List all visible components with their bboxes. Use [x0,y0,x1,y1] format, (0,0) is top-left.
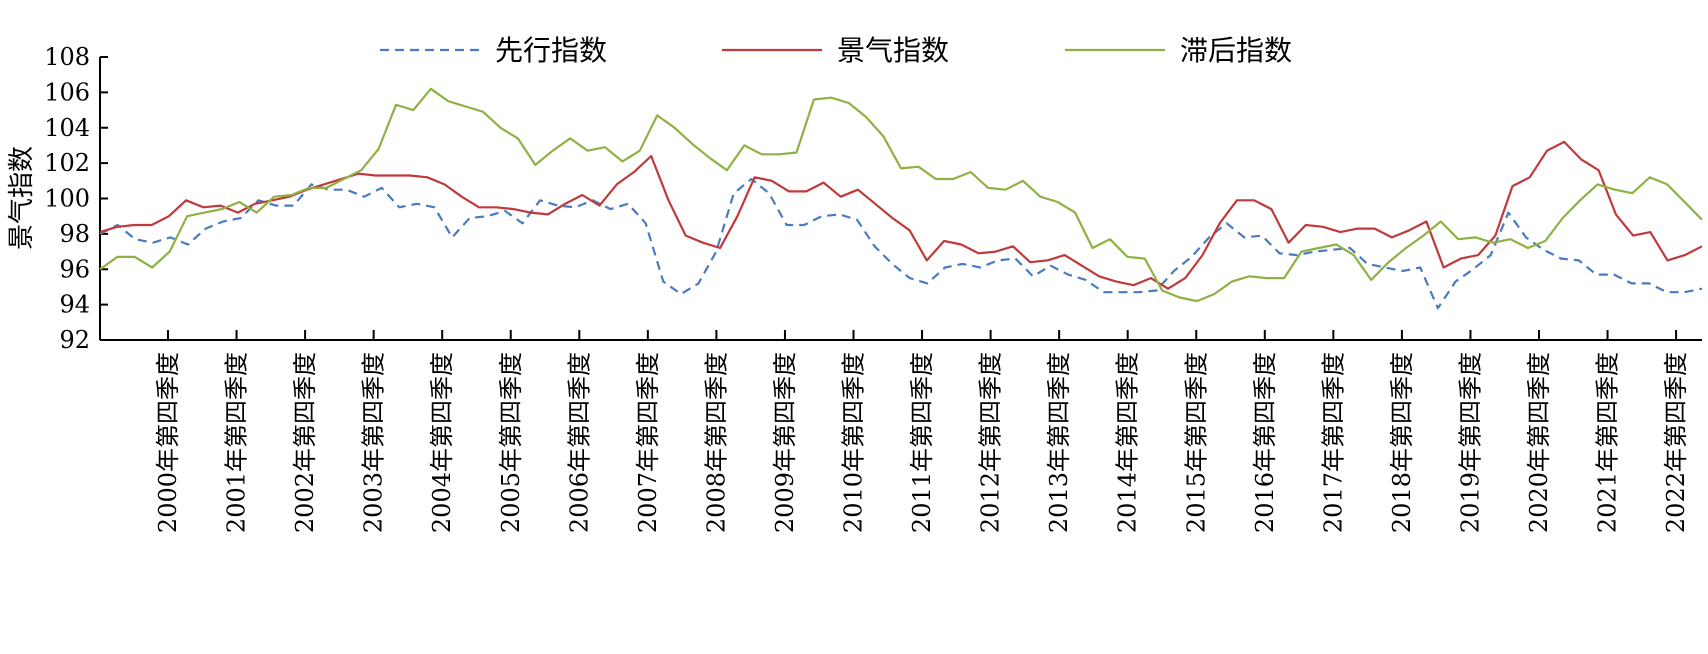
series-line-2 [99,140,1703,290]
x-tick-label: 2002年第四季度 [291,352,319,533]
x-tick-label: 2007年第四季度 [634,352,662,533]
x-tick-label: 2008年第四季度 [702,352,730,533]
legend-label-1: 先行指数 [495,34,607,67]
x-tick-label: 2006年第四季度 [565,352,593,533]
x-tick-label: 2020年第四季度 [1525,352,1553,533]
x-tick-label: 2014年第四季度 [1114,352,1142,533]
x-tick-label: 2016年第四季度 [1251,352,1279,533]
series-line-1 [99,177,1703,310]
x-tick-label: 2011年第四季度 [908,352,936,533]
legend-label-3: 滞后指数 [1180,34,1292,67]
x-axis: 2000年第四季度 2001年第四季度 2002年第四季度 2003年第四季度 2004… [100,330,1702,533]
x-tick-label: 2021年第四季度 [1594,352,1622,533]
x-tick-label: 2001年第四季度 [223,352,251,533]
series-line-3 [99,87,1703,303]
series-group [99,87,1703,310]
legend: 先行指数 景气指数 滞后指数 [380,34,1292,67]
x-tick-label: 2010年第四季度 [840,352,868,533]
legend-label-2: 景气指数 [837,34,949,67]
y-axis: 92 94 96 98 100 102 104 106 108 [44,43,108,354]
y-tick-label: 96 [59,255,90,283]
x-tick-label: 2013年第四季度 [1045,352,1073,533]
x-tick-label: 2019年第四季度 [1456,352,1484,533]
x-tick-label: 2003年第四季度 [360,352,388,533]
y-tick-label: 104 [44,114,90,142]
y-tick-label: 108 [44,43,90,71]
y-tick-label: 106 [44,78,90,106]
y-tick-label: 92 [59,326,90,354]
y-tick-label: 98 [59,220,90,248]
x-tick-label: 2005年第四季度 [497,352,525,533]
x-tick-label: 2015年第四季度 [1182,352,1210,533]
x-tick-label: 2009年第四季度 [771,352,799,533]
x-tick-label: 2000年第四季度 [154,352,182,533]
y-tick-label: 100 [44,185,90,213]
y-axis-label: 景气指数 [7,146,37,250]
x-tick-label: 2022年第四季度 [1662,352,1690,533]
x-tick-label: 2012年第四季度 [977,352,1005,533]
x-tick-label: 2018年第四季度 [1388,352,1416,533]
y-tick-label: 102 [44,149,90,177]
x-tick-label: 2004年第四季度 [428,352,456,533]
y-tick-label: 94 [59,291,90,319]
x-tick-label: 2017年第四季度 [1319,352,1347,533]
